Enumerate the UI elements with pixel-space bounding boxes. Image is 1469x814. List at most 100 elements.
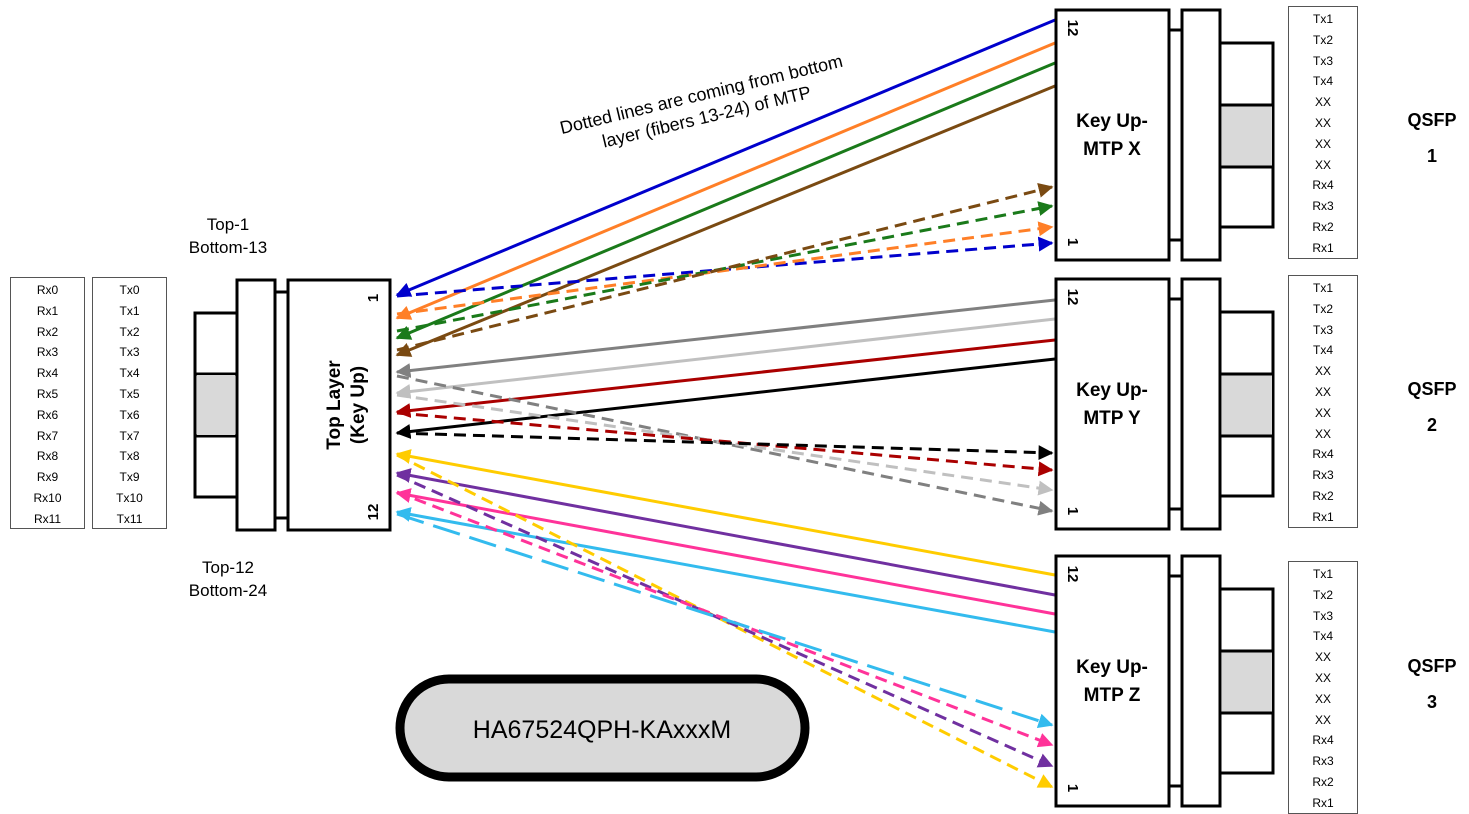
dotted-lines-note: Dotted lines are coming from bottom laye…	[558, 51, 845, 152]
right-mtp-connectors: Key Up- MTP X 12 1 QSFP 1 Key Up- MTP Y 12 1 QSFP 2…	[1054, 8, 1457, 808]
left-key-indicator	[197, 375, 235, 435]
qsfp-1-label-11: Rx1	[1312, 240, 1334, 255]
left-tx-label-11: Tx11	[116, 511, 143, 526]
qsfp-2-label-11: Rx1	[1312, 509, 1334, 524]
fiber-z-cyan-solid	[395, 507, 1056, 634]
left-tx-label-9: Tx9	[119, 470, 140, 485]
left-tx-label-3: Tx3	[119, 345, 140, 360]
right-connector-label-2: MTP Z	[1084, 685, 1141, 706]
qsfp-3-label-1: Tx2	[1312, 587, 1333, 602]
qsfp-2-label-8: Rx4	[1312, 447, 1334, 462]
qsfp-3-pin-list: Tx1 Tx2 Tx3 Tx4 XX XX XX XX Rx4 Rx3 Rx2 Rx1	[1288, 561, 1358, 814]
qsfp-2-label-9: Rx3	[1312, 468, 1334, 483]
fiber-y-black-dashed	[396, 431, 1054, 461]
qsfp-1-label-9: Rx3	[1312, 199, 1334, 214]
fiber-x-orange-dashed	[396, 221, 1054, 316]
fiber-z-yellow-solid	[395, 449, 1056, 577]
fiber-x-orange-solid	[395, 41, 1056, 320]
qsfp-3-label-4: XX	[1314, 650, 1331, 665]
qsfp-2-pin-list: Tx1 Tx2 Tx3 Tx4 XX XX XX XX Rx4 Rx3 Rx2 Rx1	[1288, 275, 1358, 528]
left-rx-label-3: Rx3	[36, 345, 59, 360]
qsfp-label-line-2: 3	[1427, 692, 1437, 712]
qsfp-3-label-10: Rx2	[1312, 774, 1334, 789]
left-tx-label-1: Tx1	[119, 303, 140, 318]
right-connector-label-2: MTP X	[1083, 139, 1141, 160]
qsfp-3-label-5: XX	[1314, 670, 1331, 685]
qsfp-1-label-10: Rx2	[1312, 219, 1334, 234]
qsfp-2-label-4: XX	[1314, 364, 1331, 379]
left-tx-label-6: Tx6	[119, 407, 140, 422]
left-tx-label-7: Tx7	[119, 428, 140, 443]
left-tx-label-5: Tx5	[119, 386, 140, 401]
fiber-x-brown-dashed	[396, 182, 1054, 352]
right-mtp-connector-2: Key Up- MTP Y 12 1 QSFP 2	[1054, 277, 1457, 531]
right-mtp-body	[1054, 277, 1171, 531]
left-rx-label-10: Rx10	[33, 490, 62, 505]
left-rx-label-7: Rx7	[36, 428, 59, 443]
qsfp-1-label-6: XX	[1314, 136, 1331, 151]
left-rx-pin-list: Rx0 Rx1 Rx2 Rx3 Rx4 Rx5 Rx6 Rx7 Rx8 Rx9 Rx10 Rx11	[10, 277, 85, 529]
fiber-z-pink-solid	[395, 488, 1056, 616]
left-pin-12: 12	[365, 504, 382, 521]
left-rx-label-9: Rx9	[36, 470, 59, 485]
qsfp-1-label-2: Tx3	[1312, 53, 1333, 68]
fiber-z-purple-dashed	[396, 473, 1054, 768]
left-pin-1: 1	[365, 294, 382, 302]
right-mtp-body	[1054, 8, 1171, 262]
right-ferrule-housing	[1180, 277, 1222, 531]
left-connector-label-2: (Key Up)	[348, 366, 369, 444]
left-tx-label-4: Tx4	[119, 366, 140, 381]
left-rx-label-6: Rx6	[36, 407, 59, 422]
qsfp-1-label-7: XX	[1314, 157, 1331, 172]
fiber-z-cyan-dashed	[396, 512, 1054, 728]
fiber-z-purple-solid	[395, 468, 1056, 597]
left-tx-label-8: Tx8	[119, 449, 140, 464]
right-ferrule-housing	[1180, 554, 1222, 808]
right-pin-12: 12	[1064, 566, 1081, 583]
qsfp-3-label-9: Rx3	[1312, 754, 1334, 769]
qsfp-3-label-2: Tx3	[1312, 608, 1333, 623]
qsfp-3-label-0: Tx1	[1312, 567, 1333, 581]
left-tx-label-2: Tx2	[119, 324, 140, 339]
right-ferrule-housing	[1180, 8, 1222, 262]
left-rx-label-11: Rx11	[33, 511, 62, 526]
top-note-2: Bottom-13	[189, 238, 267, 257]
qsfp-1-label-5: XX	[1314, 115, 1331, 130]
qsfp-1-label-1: Tx2	[1312, 32, 1333, 47]
fiber-x-green-solid	[395, 61, 1056, 340]
qsfp-1-label-0: Tx1	[1312, 12, 1333, 26]
top-note-1: Top-1	[207, 215, 250, 234]
right-pin-1: 1	[1064, 784, 1081, 792]
left-tx-label-10: Tx10	[116, 490, 143, 505]
qsfp-label-line-1: QSFP	[1407, 110, 1456, 130]
qsfp-2-label-2: Tx3	[1312, 322, 1333, 337]
part-number-label: HA67524QPH-KAxxxM	[473, 716, 731, 744]
right-connector-label-1: Key Up-	[1076, 657, 1148, 678]
right-pin-1: 1	[1064, 507, 1081, 515]
left-tx-label-0: Tx0	[119, 283, 140, 297]
qsfp-2-label-7: XX	[1314, 426, 1331, 441]
qsfp-3-label-3: Tx4	[1312, 629, 1333, 644]
qsfp-1-label-4: XX	[1314, 95, 1331, 110]
qsfp-3-label-11: Rx1	[1312, 795, 1334, 810]
qsfp-2-label-1: Tx2	[1312, 301, 1333, 316]
left-rx-label-1: Rx1	[36, 303, 59, 318]
right-key-indicator	[1222, 375, 1272, 435]
fiber-y-gray-solid	[395, 298, 1056, 378]
right-pin-12: 12	[1064, 289, 1081, 306]
qsfp-1-label-3: Tx4	[1312, 74, 1333, 89]
qsfp-2-label-10: Rx2	[1312, 488, 1334, 503]
fiber-x-brown-solid	[395, 84, 1056, 357]
left-ferrule-housing	[235, 278, 277, 532]
right-key-indicator	[1222, 652, 1272, 712]
fiber-x-green-dashed	[396, 201, 1054, 333]
qsfp-2-label-5: XX	[1314, 384, 1331, 399]
left-rx-label-8: Rx8	[36, 449, 59, 464]
qsfp-3-label-7: XX	[1314, 712, 1331, 727]
left-rx-label-5: Rx5	[36, 386, 59, 401]
left-mtp-body	[286, 278, 392, 532]
qsfp-label-line-2: 2	[1427, 415, 1437, 435]
bottom-note-2: Bottom-24	[189, 581, 267, 600]
left-connector-label-1: Top Layer	[324, 360, 345, 450]
